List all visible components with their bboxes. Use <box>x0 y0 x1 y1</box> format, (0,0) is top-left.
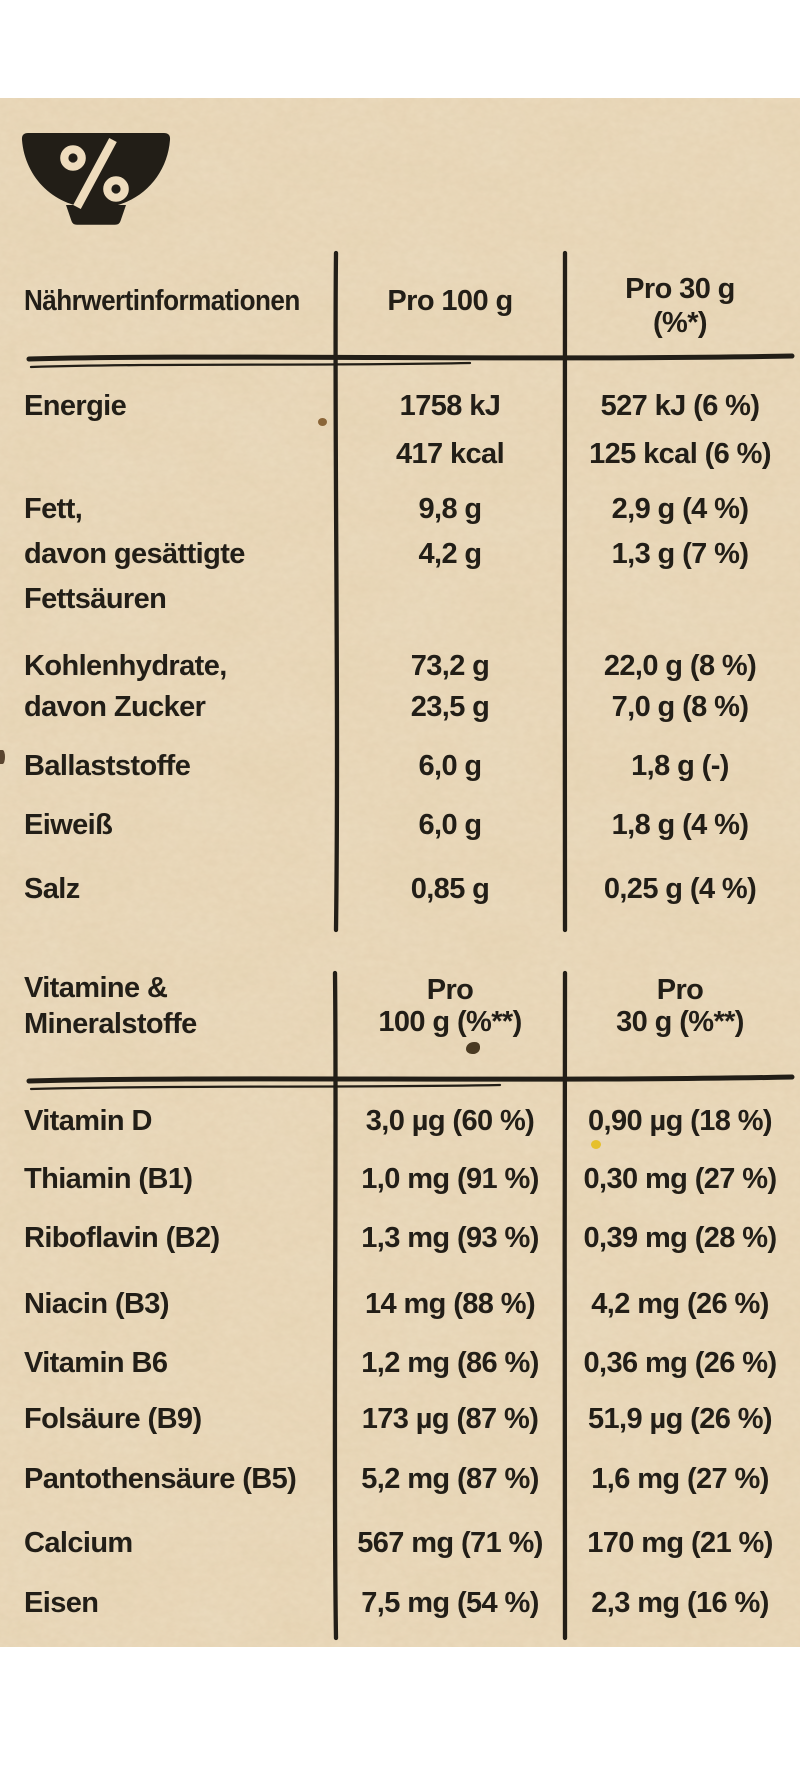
per-100g-value: 73,2 g <box>410 650 490 682</box>
vitamins-per-30g-header: 30 g (%**) <box>616 1006 744 1038</box>
per-30g-value: 1,6 mg (27 %) <box>591 1463 769 1495</box>
vitamins-section-title: Mineralstoffe <box>24 1008 197 1040</box>
per-30g-value: 125 kcal (6 %) <box>589 438 771 470</box>
per-100g-value: 3,0 µg (60 %) <box>365 1105 535 1137</box>
per-30g-value: 4,2 mg (26 %) <box>591 1288 769 1320</box>
row-label: Ballaststoffe <box>24 750 191 782</box>
row-label: Energie <box>24 390 127 422</box>
per-100g-value: 417 kcal <box>395 438 505 470</box>
row-label: davon Zucker <box>24 691 206 723</box>
row-label: Riboflavin (B2) <box>24 1222 220 1254</box>
per-100g-value: 6,0 g <box>418 809 482 841</box>
per-100g-value: 14 mg (88 %) <box>364 1288 536 1320</box>
per-30g-value: 0,36 mg (26 %) <box>583 1347 777 1379</box>
per-100g-value: 6,0 g <box>418 750 482 782</box>
row-label: Thiamin (B1) <box>24 1163 193 1195</box>
row-label: Eisen <box>24 1587 99 1619</box>
row-label: davon gesättigte <box>24 538 245 570</box>
vitamins-per-30g-header: Pro <box>656 974 704 1006</box>
per-30g-value: 170 mg (21 %) <box>587 1527 773 1559</box>
per-100g-value: 173 µg (87 %) <box>361 1403 539 1435</box>
row-label: Vitamin D <box>24 1105 152 1137</box>
row-label: Calcium <box>24 1527 133 1559</box>
per-100g-value: 23,5 g <box>410 691 490 723</box>
row-label: Folsäure (B9) <box>24 1403 202 1435</box>
per-100g-value: 9,8 g <box>418 493 482 525</box>
bowl-foot <box>66 205 126 225</box>
vitamins-per-100g-header: 100 g (%**) <box>378 1006 522 1038</box>
per-30g-value: 1,8 g (-) <box>631 750 729 782</box>
vitamins-section-title: Vitamine & <box>24 972 168 1004</box>
row-label: Salz <box>24 873 80 905</box>
nutrition-table-title: Nährwertinformationen <box>24 285 300 317</box>
per-30g-value: 2,9 g (4 %) <box>611 493 749 525</box>
per-30g-value: 22,0 g (8 %) <box>603 650 757 682</box>
per-30g-value: 527 kJ (6 %) <box>600 390 760 422</box>
per-30g-column-note: (%*) <box>653 307 708 339</box>
per-100g-value: 1758 kJ <box>399 390 501 422</box>
row-label: Fettsäuren <box>24 583 167 615</box>
per-100g-value: 1,0 mg (91 %) <box>361 1163 539 1195</box>
per-30g-value: 1,3 g (7 %) <box>611 538 749 570</box>
per-100g-value: 567 mg (71 %) <box>357 1527 543 1559</box>
per-100g-value: 1,3 mg (93 %) <box>361 1222 539 1254</box>
percent-bowl-icon <box>21 133 171 225</box>
per-100g-value: 4,2 g <box>418 538 482 570</box>
row-label: Vitamin B6 <box>24 1347 168 1379</box>
per-30g-value: 7,0 g (8 %) <box>611 691 749 723</box>
percent-symbol <box>60 137 129 210</box>
per-30g-value: 0,25 g (4 %) <box>603 873 757 905</box>
per-100g-column-header: Pro 100 g <box>387 285 513 317</box>
row-label: Pantothensäure (B5) <box>24 1463 297 1495</box>
per-30g-value: 2,3 mg (16 %) <box>591 1587 769 1619</box>
per-30g-value: 0,39 mg (28 %) <box>583 1222 777 1254</box>
per-100g-value: 7,5 mg (54 %) <box>361 1587 539 1619</box>
row-label: Kohlenhydrate, <box>24 650 227 682</box>
row-label: Eiweiß <box>24 809 113 841</box>
per-30g-column-header: Pro 30 g <box>625 273 735 305</box>
per-30g-value: 1,8 g (4 %) <box>611 809 749 841</box>
per-30g-value: 51,9 µg (26 %) <box>588 1403 773 1435</box>
per-30g-value: 0,30 mg (27 %) <box>583 1163 777 1195</box>
per-100g-value: 0,85 g <box>410 873 490 905</box>
vitamins-per-100g-header: Pro <box>426 974 474 1006</box>
per-100g-value: 1,2 mg (86 %) <box>361 1347 539 1379</box>
row-label: Niacin (B3) <box>24 1288 169 1320</box>
row-label: Fett, <box>24 493 83 525</box>
per-100g-value: 5,2 mg (87 %) <box>361 1463 539 1495</box>
per-30g-value: 0,90 µg (18 %) <box>588 1105 773 1137</box>
